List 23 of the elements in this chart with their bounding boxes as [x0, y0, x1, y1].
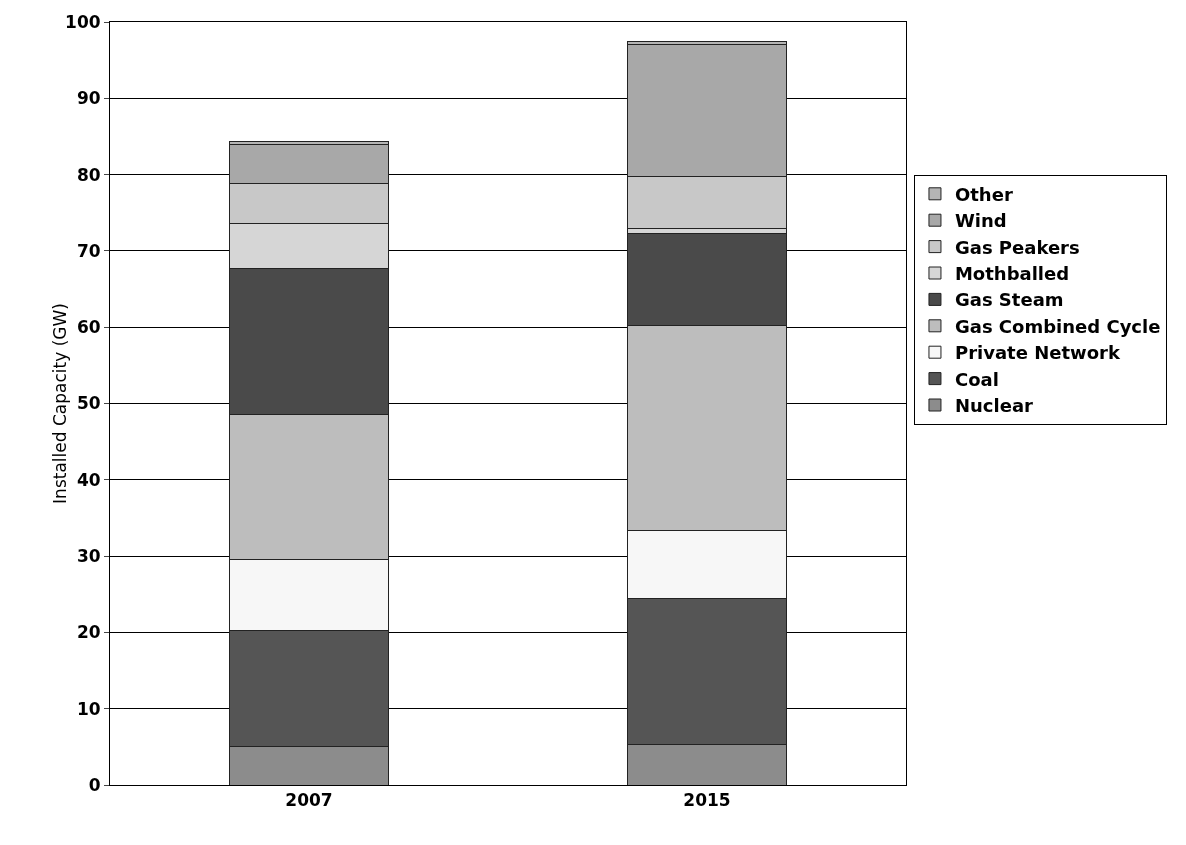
- y-tick-label: 20: [76, 622, 101, 643]
- y-tick-label: 60: [76, 317, 101, 338]
- y-tick-label: 10: [76, 698, 101, 719]
- y-tick-label: 40: [76, 469, 101, 490]
- y-tick-label: 0: [88, 774, 101, 795]
- y-tick-label: 30: [76, 546, 101, 567]
- legend-label: Gas Steam: [954, 289, 1064, 311]
- y-tick-label: 80: [76, 164, 101, 185]
- y-axis-title: Installed Capacity (GW): [50, 303, 70, 504]
- legend-label: Gas Combined Cycle: [954, 315, 1161, 337]
- legend-label: Coal: [954, 368, 999, 390]
- legend-label: Nuclear: [954, 395, 1034, 417]
- y-tick-label: 100: [65, 11, 101, 32]
- x-tick-label: 2015: [683, 790, 731, 811]
- y-tick-label: 90: [76, 88, 101, 109]
- y-tick-label: 70: [76, 240, 101, 261]
- legend-label: Private Network: [954, 342, 1121, 364]
- legend-label: Gas Peakers: [954, 236, 1080, 258]
- y-tick-label: 50: [76, 393, 101, 414]
- legend-label: Mothballed: [954, 263, 1070, 285]
- legend-label: Wind: [954, 210, 1007, 232]
- legend-label: Other: [954, 183, 1013, 205]
- x-tick-label: 2007: [285, 790, 333, 811]
